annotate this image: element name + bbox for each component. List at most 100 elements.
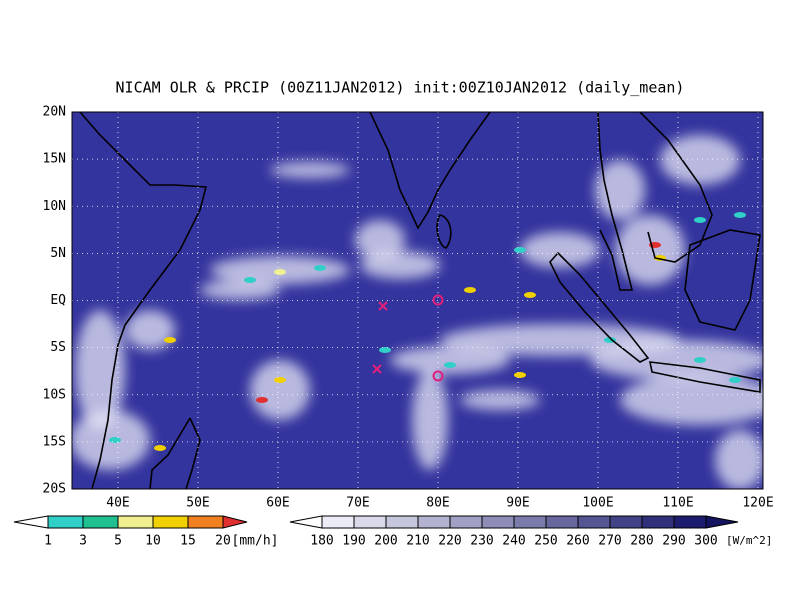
- marker-o: [432, 294, 444, 306]
- cloud: [460, 390, 540, 410]
- lat-label: 5N: [50, 246, 66, 261]
- precip-cell: [514, 372, 526, 378]
- colorbar-label: 10: [145, 534, 161, 549]
- precip-cell: [164, 337, 176, 343]
- colorbar-unit: [mm/h]: [232, 534, 279, 549]
- cloud: [270, 162, 350, 178]
- precip-cell: [256, 397, 268, 403]
- lon-label: 50E: [186, 496, 209, 511]
- lat-label: 20S: [43, 482, 66, 497]
- cloud: [615, 215, 685, 285]
- marker-o: [432, 370, 444, 382]
- lat-label: 10N: [43, 199, 66, 214]
- colorbar-arrow: [222, 515, 248, 529]
- cloud: [390, 346, 510, 374]
- colorbar-box: [82, 515, 119, 529]
- colorbar-box: [385, 515, 419, 529]
- lon-label: 70E: [346, 496, 369, 511]
- lon-label: 60E: [266, 496, 289, 511]
- colorbar-unit: [W/m^2]: [726, 534, 772, 547]
- precip-cell: [734, 212, 746, 218]
- precip-field: [109, 212, 746, 451]
- precip-cell: [244, 277, 256, 283]
- colorbar-label: 250: [534, 534, 557, 549]
- precip-cell: [729, 377, 741, 383]
- colorbar-label: 300: [694, 534, 717, 549]
- title: NICAM OLR & PRCIP (00Z11JAN2012) init:00…: [116, 79, 685, 97]
- sri-lanka-coast: [436, 214, 452, 249]
- borneo-coast: [684, 229, 761, 331]
- cloud: [412, 370, 448, 470]
- madagascar-coast: [149, 417, 201, 489]
- precip-cell: [524, 292, 536, 298]
- colorbar-box: [513, 515, 547, 529]
- colorbar-label: 190: [342, 534, 365, 549]
- colorbar-arrow: [13, 515, 49, 529]
- colorbar-label: 200: [374, 534, 397, 549]
- cloud: [660, 135, 740, 185]
- colorbar-label: 230: [470, 534, 493, 549]
- coastlines: [79, 112, 761, 489]
- lon-label: 40E: [106, 496, 129, 511]
- cloud: [595, 160, 645, 220]
- colorbar-label: 210: [406, 534, 429, 549]
- india-coast: [369, 112, 491, 230]
- africa-coast: [79, 112, 208, 489]
- colorbar-label: 290: [662, 534, 685, 549]
- lat-label: 5S: [50, 340, 66, 355]
- colorbar-arrow: [289, 515, 323, 529]
- graticule: [72, 112, 763, 489]
- colorbar-label: 3: [79, 534, 87, 549]
- colorbar-box: [577, 515, 611, 529]
- precip-cell: [154, 445, 166, 451]
- cloud: [125, 310, 175, 350]
- cloud: [620, 375, 763, 425]
- se-asia-coast: [597, 112, 713, 291]
- precip-cell: [694, 357, 706, 363]
- precip-cell: [464, 287, 476, 293]
- colorbar-label: 240: [502, 534, 525, 549]
- marker-x: [378, 301, 388, 311]
- colorbar-label: 180: [310, 534, 333, 549]
- colorbar-label: 15: [180, 534, 196, 549]
- colorbar-box: [187, 515, 224, 529]
- colorbar-label: 260: [566, 534, 589, 549]
- lon-label: 80E: [426, 496, 449, 511]
- colorbar-arrow: [705, 515, 739, 529]
- colorbar-box: [152, 515, 189, 529]
- colorbar-box: [321, 515, 355, 529]
- lat-label: 15S: [43, 434, 66, 449]
- cloud-field: [72, 135, 763, 489]
- colorbar-box: [641, 515, 675, 529]
- precip-cell: [274, 269, 286, 275]
- precip-colorbar: 1 3 5 10 15 20 [mm/h]: [13, 515, 279, 549]
- colorbar-label: 1: [44, 534, 52, 549]
- lon-label: 100E: [582, 496, 613, 511]
- storm-markers: [372, 294, 444, 382]
- colorbar-label: 20: [215, 534, 231, 549]
- precip-cell: [109, 437, 121, 443]
- lon-label: 120E: [742, 496, 773, 511]
- precip-cell: [274, 377, 286, 383]
- colorbar-box: [481, 515, 515, 529]
- precip-cell: [694, 217, 706, 223]
- colorbar-box: [609, 515, 643, 529]
- cloud: [250, 360, 310, 420]
- cloud: [75, 310, 125, 430]
- lat-label: 15N: [43, 152, 66, 167]
- precip-cell: [514, 247, 526, 253]
- colorbar-label: 280: [630, 534, 653, 549]
- marker-x: [372, 364, 382, 374]
- sumatra-coast: [549, 251, 650, 363]
- lon-label: 110E: [662, 496, 693, 511]
- colorbar-box: [117, 515, 154, 529]
- lat-label: 10S: [43, 387, 66, 402]
- olr-colorbar: 180 190 200 210 220 230 240 250 260 270 280 290 300 […: [289, 515, 772, 549]
- colorbar-box: [545, 515, 579, 529]
- cloud: [520, 232, 600, 268]
- precip-cell: [314, 265, 326, 271]
- colorbar-box: [417, 515, 451, 529]
- lat-label: 20N: [43, 105, 66, 120]
- cloud: [590, 340, 763, 380]
